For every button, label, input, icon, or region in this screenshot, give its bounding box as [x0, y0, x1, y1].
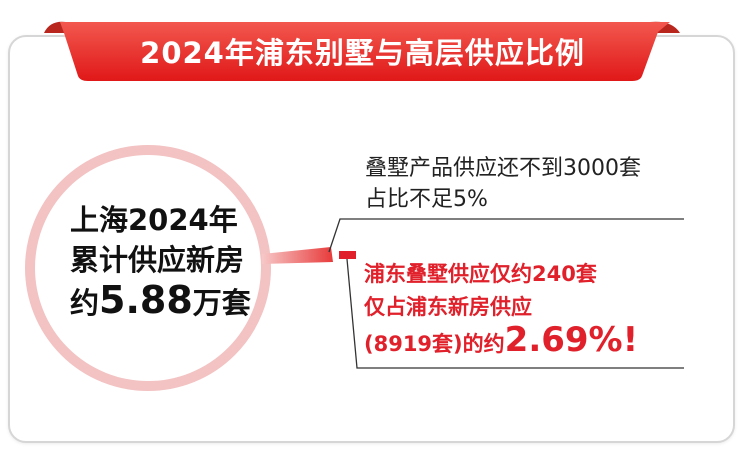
page-title: 2024年浦东别墅与高层供应比例 [140, 36, 585, 70]
circle-suffix: 万套 [192, 286, 251, 320]
circle-prefix: 约 [70, 286, 100, 320]
note-line2: 占比不足5% [365, 187, 488, 212]
highlight-line1: 浦东叠墅供应仅约240套 [364, 258, 638, 291]
ring [25, 145, 271, 391]
circle-line1: 上海2024年 [70, 203, 238, 237]
villa-count: 240 [532, 262, 576, 286]
upper-leader-line [328, 218, 684, 253]
percentage-value: 2.69%! [504, 320, 639, 360]
highlight-line3: (8919套)的约2.69%! [364, 323, 638, 361]
highlight-prefix: 浦东叠墅供应仅约 [364, 262, 532, 286]
highlight-line3-prefix: (8919套)的约 [364, 332, 505, 356]
circle-line3: 约5.88万套 [70, 280, 251, 323]
pudong-highlight: 浦东叠墅供应仅约240套 仅占浦东新房供应 (8919套)的约2.69%! [364, 258, 638, 361]
highlight-line2: 仅占浦东新房供应 [364, 295, 532, 319]
villa-note: 叠墅产品供应还不到3000套 占比不足5% [365, 153, 641, 215]
circle-line2: 累计供应新房 [70, 243, 245, 277]
shanghai-supply-text: 上海2024年 累计供应新房 约5.88万套 [70, 200, 251, 323]
lower-leader-line [346, 258, 684, 369]
info-card [8, 35, 735, 443]
pointer-square [339, 251, 356, 259]
total-supply-value: 5.88 [99, 278, 193, 322]
note-line1: 叠墅产品供应还不到3000套 [365, 156, 641, 181]
title-ribbon [60, 22, 670, 81]
highlight-suffix: 套 [575, 262, 597, 286]
pointer-wedge [262, 247, 333, 264]
